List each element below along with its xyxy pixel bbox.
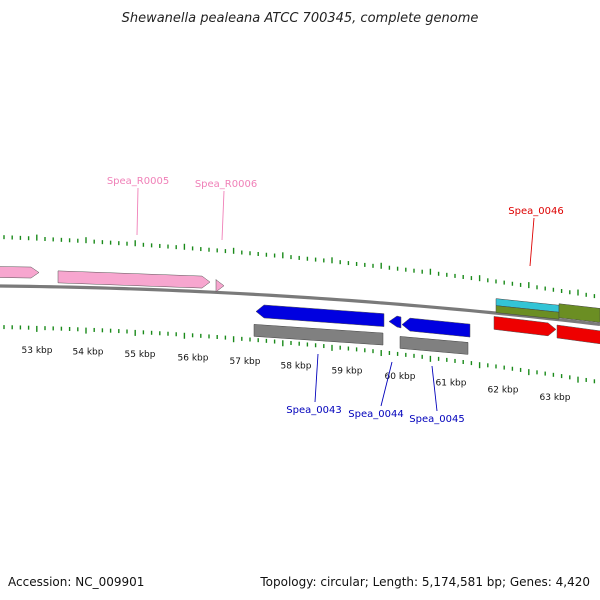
gene-leader-line [431, 365, 438, 412]
genome-summary-text: Topology: circular; Length: 5,174,581 bp… [259, 575, 590, 589]
scale-label: 63 kbp [540, 393, 571, 403]
scale-label: 61 kbp [436, 378, 467, 388]
gene-leader-line [221, 190, 225, 241]
cog-bar [558, 303, 600, 323]
gene-features [0, 266, 600, 355]
gene-leader-line [380, 361, 393, 407]
gene-label: Spea_0043 [286, 405, 341, 416]
gene-label: Spea_R0006 [195, 179, 257, 190]
gene-leader-line [314, 353, 319, 403]
scale-label: 62 kbp [488, 385, 519, 395]
scale-label: 56 kbp [178, 353, 209, 363]
rrna-gene-arrow [0, 266, 40, 279]
scale-label: 60 kbp [385, 372, 416, 382]
rrna-gene-arrow [57, 270, 211, 289]
accession-text: Accession: NC_009901 [8, 575, 144, 589]
gene-label: Spea_0046 [508, 206, 563, 217]
rrna-gene-arrow [215, 279, 225, 293]
gene-label: Spea_0045 [409, 414, 464, 425]
cog-bar [253, 324, 384, 346]
scale-label: 57 kbp [230, 357, 261, 367]
backbone-line [0, 284, 600, 326]
scale-label: 53 kbp [22, 346, 53, 356]
scale-label: 55 kbp [125, 350, 156, 360]
map-title: Shewanella pealeana ATCC 700345, complet… [122, 11, 479, 26]
scale-label: 59 kbp [332, 366, 363, 376]
cds-forward-arrow [493, 316, 557, 337]
scale-label: 58 kbp [281, 361, 312, 371]
cds-forward-arrow [556, 324, 600, 345]
gene-label: Spea_R0005 [107, 176, 169, 187]
gene-label: Spea_0044 [348, 409, 403, 420]
cds-reverse-arrow [388, 315, 402, 329]
cds-reverse-arrow [401, 317, 471, 338]
cds-reverse-arrow [255, 304, 385, 327]
scale-label: 54 kbp [73, 348, 104, 358]
genome-backbone [0, 284, 600, 326]
tick-rings [3, 234, 596, 384]
scale-labels: 53 kbp 54 kbp 55 kbp 56 kbp 57 kbp 58 kbp 59 k… [22, 346, 571, 403]
gene-leader-line [529, 217, 535, 267]
gene-label-group: Spea_R0005 Spea_R0006 Spea_0046 Spea_0043 Sp… [107, 176, 564, 425]
cog-bar [495, 305, 560, 320]
gene-leader-line [136, 187, 139, 236]
cog-bar [399, 336, 469, 355]
